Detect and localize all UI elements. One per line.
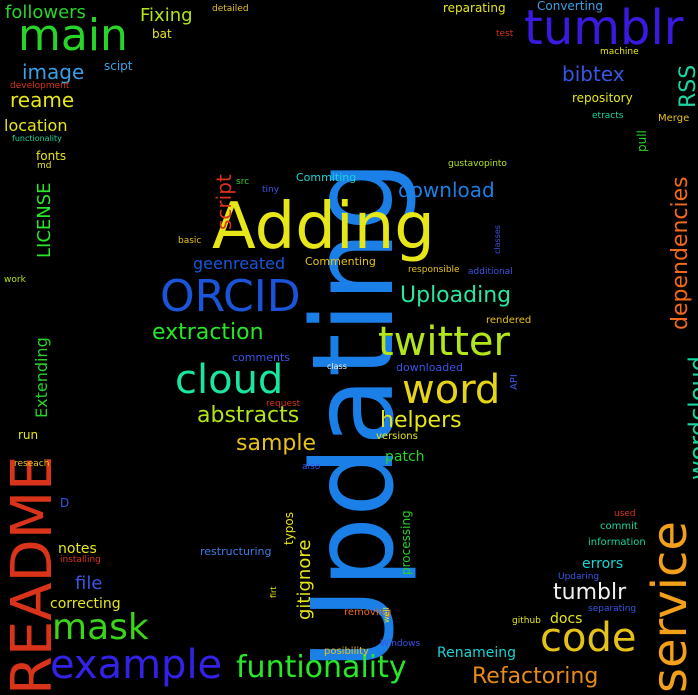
cloud-word: comments bbox=[232, 351, 290, 364]
cloud-word: machine bbox=[600, 47, 639, 57]
cloud-word: script bbox=[212, 174, 236, 230]
cloud-word: download bbox=[398, 178, 495, 202]
cloud-word: image bbox=[22, 60, 85, 84]
cloud-word: sample bbox=[236, 431, 316, 456]
cloud-word: firt bbox=[269, 586, 278, 598]
cloud-word: reame bbox=[10, 88, 75, 112]
cloud-word: tumblr bbox=[524, 0, 684, 56]
cloud-word: separating bbox=[588, 604, 637, 614]
cloud-word: additional bbox=[468, 267, 513, 277]
cloud-word: errors bbox=[582, 556, 624, 572]
cloud-word: API bbox=[509, 374, 520, 390]
cloud-word: bat bbox=[152, 27, 172, 41]
cloud-word: versions bbox=[376, 431, 418, 442]
cloud-word: code bbox=[540, 615, 637, 661]
cloud-word: class bbox=[327, 362, 347, 371]
cloud-word: classes bbox=[493, 225, 502, 254]
cloud-word: Renameing bbox=[437, 645, 517, 661]
cloud-word: responsible bbox=[408, 265, 460, 275]
cloud-word: extraction bbox=[152, 320, 264, 345]
cloud-word: followers bbox=[5, 2, 86, 23]
cloud-word: gitignore bbox=[294, 539, 315, 620]
cloud-word: well bbox=[382, 607, 391, 623]
cloud-word: removing bbox=[344, 607, 392, 618]
cloud-word: posibility bbox=[324, 646, 369, 657]
cloud-word: example bbox=[50, 642, 223, 688]
cloud-word: tiny bbox=[262, 185, 280, 195]
cloud-word: Adding bbox=[212, 190, 435, 264]
cloud-word: work bbox=[4, 275, 26, 285]
cloud-word: installing bbox=[60, 555, 101, 565]
cloud-word: mask bbox=[52, 607, 149, 648]
cloud-word: github bbox=[512, 616, 541, 626]
cloud-word: Uploading bbox=[400, 283, 512, 308]
cloud-word: word bbox=[402, 367, 501, 413]
cloud-word: detailed bbox=[212, 4, 249, 14]
cloud-word: tumblr bbox=[553, 580, 627, 605]
cloud-word: restructuring bbox=[200, 545, 272, 558]
cloud-word: md bbox=[37, 161, 52, 171]
cloud-word: Merge bbox=[658, 113, 690, 124]
cloud-word: correcting bbox=[50, 596, 121, 612]
cloud-word: bibtex bbox=[562, 62, 625, 86]
cloud-word: Extending bbox=[32, 337, 51, 418]
cloud-word: etracts bbox=[592, 111, 624, 121]
cloud-word: reseach bbox=[14, 459, 50, 469]
cloud-word: Commiting bbox=[296, 171, 357, 184]
cloud-word: twitter bbox=[378, 319, 510, 365]
cloud-word: also bbox=[302, 462, 321, 472]
cloud-word: funtionality bbox=[236, 650, 407, 685]
cloud-word: cloud bbox=[175, 357, 284, 403]
cloud-word: Converting bbox=[537, 0, 604, 13]
cloud-word: request bbox=[266, 399, 301, 409]
cloud-word: run bbox=[18, 428, 39, 442]
cloud-word: notes bbox=[58, 541, 97, 557]
cloud-word: downloaded bbox=[396, 361, 463, 374]
cloud-word: development bbox=[10, 81, 70, 91]
cloud-word: patch bbox=[385, 449, 425, 465]
cloud-word: src bbox=[236, 177, 250, 187]
cloud-word: file bbox=[75, 573, 103, 594]
cloud-word: helpers bbox=[380, 408, 462, 433]
cloud-word: Refactoring bbox=[472, 664, 599, 689]
cloud-word: ORCID bbox=[160, 271, 301, 322]
cloud-word: gustavopinto bbox=[448, 159, 507, 169]
cloud-word: commit bbox=[600, 521, 638, 532]
cloud-word: rendered bbox=[486, 315, 532, 326]
cloud-word: D bbox=[60, 496, 70, 510]
cloud-word: information bbox=[588, 537, 646, 548]
cloud-word: geenreated bbox=[193, 254, 286, 273]
cloud-word: main bbox=[18, 10, 128, 61]
cloud-word: wordcloud bbox=[684, 356, 698, 480]
cloud-word: basic bbox=[178, 236, 202, 246]
cloud-word: functionality bbox=[12, 134, 62, 143]
cloud-word: location bbox=[4, 116, 68, 135]
cloud-word: Commenting bbox=[305, 255, 376, 268]
cloud-word: docs bbox=[550, 611, 583, 627]
cloud-word: service bbox=[642, 521, 698, 693]
cloud-word: Fixing bbox=[140, 5, 193, 26]
cloud-word: abstracts bbox=[197, 403, 300, 428]
cloud-word: processing bbox=[399, 510, 413, 575]
cloud-word: RSS bbox=[676, 64, 698, 108]
cloud-word: repository bbox=[572, 91, 633, 105]
cloud-word: test bbox=[496, 29, 514, 39]
cloud-word: Windows bbox=[380, 639, 421, 649]
cloud-word: dependencies bbox=[668, 176, 693, 330]
cloud-word: reparating bbox=[443, 1, 506, 15]
cloud-word: Updaring bbox=[558, 572, 600, 582]
cloud-word: LICENSE bbox=[34, 182, 55, 258]
cloud-word: pull bbox=[635, 130, 649, 152]
cloud-word: fonts bbox=[36, 149, 67, 163]
cloud-word: typos bbox=[282, 511, 296, 545]
cloud-word: scipt bbox=[104, 59, 133, 73]
cloud-word: used bbox=[614, 509, 636, 519]
